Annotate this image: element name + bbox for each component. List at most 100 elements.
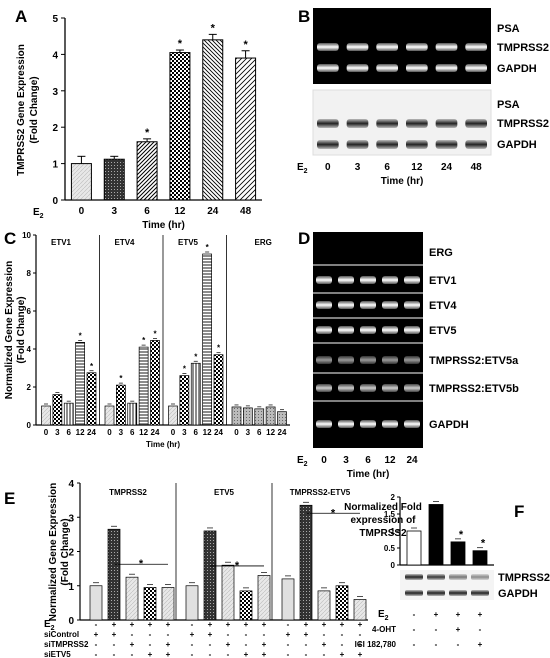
- row-label-e: siControl: [44, 630, 79, 639]
- x-tick-label-c: 0: [234, 428, 239, 437]
- x-tick-label-c: 12: [203, 428, 212, 437]
- lane-label-d: 6: [365, 455, 371, 466]
- treatment-sign-e: +: [130, 640, 135, 649]
- band-d: [382, 384, 398, 392]
- bar-c-ETV4-3: [116, 384, 126, 426]
- treatment-sign-e: -: [95, 620, 98, 629]
- band-d: [404, 420, 420, 428]
- panel-label-f: F: [514, 502, 524, 521]
- bar-a-12: [169, 52, 191, 201]
- treatment-sign-e: -: [323, 630, 326, 639]
- blot-label-b-top: TMPRSS2: [497, 42, 549, 54]
- y-tick-label-f: 1.5: [384, 510, 396, 519]
- treatment-sign-e: -: [209, 650, 212, 658]
- band-b-bottom: [346, 119, 369, 128]
- treatment-sign-e: -: [167, 630, 170, 639]
- bar-e-ETV5: [257, 575, 271, 621]
- treatment-sign-e: +: [304, 620, 309, 629]
- bar-e-ETV5: [185, 585, 199, 621]
- band-b-bottom: [406, 140, 428, 149]
- x-tick-label-a: 3: [111, 206, 117, 217]
- x-tick-label-c: 3: [246, 428, 251, 437]
- significance-star-a: *: [211, 22, 216, 34]
- band-b-top: [346, 64, 369, 72]
- blot-label-d: ETV4: [429, 300, 457, 312]
- band-d: [316, 420, 332, 428]
- treatment-sign-e: +: [358, 650, 363, 658]
- e2-label-a: E2: [33, 207, 44, 220]
- bar-a-6: [136, 141, 158, 201]
- band-d: [316, 384, 332, 392]
- blot-label-b-bottom: GAPDH: [497, 139, 537, 151]
- band-b-top: [376, 64, 398, 72]
- time-label-d: Time (hr): [347, 469, 390, 480]
- band-b-bottom: [376, 140, 398, 149]
- treatment-sign-e: +: [226, 640, 231, 649]
- y-axis-title-f-line2: expression of: [350, 515, 416, 526]
- significance-star-c: *: [142, 336, 146, 345]
- bar-e-TMPRSS2: [161, 587, 175, 621]
- blot-label-b-bottom: PSA: [497, 99, 520, 111]
- group-label-e: TMPRSS2: [109, 488, 147, 497]
- treatment-sign-f: +: [456, 610, 461, 619]
- x-tick-label-c: 3: [182, 428, 187, 437]
- y-tick-label-e: 4: [68, 479, 74, 490]
- bar-c-ETV5-24: [213, 354, 224, 426]
- significance-star-a: *: [145, 127, 150, 139]
- bar-f-2: [428, 504, 444, 566]
- panel-label-a: A: [15, 7, 27, 26]
- bar-c-ERG-0: [231, 406, 242, 426]
- lane-label-b: 3: [355, 162, 361, 173]
- band-d: [382, 276, 398, 284]
- bar-c-ETV5-6: [190, 362, 201, 426]
- y-tick-label-f: 0: [391, 561, 396, 570]
- band-f: [427, 590, 445, 596]
- panel-label-d: D: [298, 229, 310, 248]
- treatment-sign-e: +: [262, 640, 267, 649]
- band-b-bottom: [435, 140, 458, 149]
- band-d: [360, 276, 376, 284]
- treatment-sign-e: +: [304, 630, 309, 639]
- band-b-top: [406, 64, 428, 72]
- band-f: [405, 574, 423, 580]
- band-d: [360, 301, 376, 309]
- band-b-bottom: [376, 119, 398, 128]
- x-tick-label-c: 3: [119, 428, 124, 437]
- y-tick-label-a: 2: [52, 123, 58, 134]
- treatment-sign-e: +: [166, 620, 171, 629]
- band-b-bottom: [465, 140, 487, 149]
- e2-label-b: E2: [297, 162, 308, 175]
- bar-e-TMPRSS2: [107, 528, 121, 621]
- band-b-top: [406, 43, 428, 51]
- y-axis-title-f-line1: Normalized Fold: [344, 502, 422, 513]
- band-d: [338, 301, 354, 309]
- row-label-e: siTMPRSS2: [44, 640, 89, 649]
- treatment-sign-e: +: [340, 620, 345, 629]
- bar-c-ETV1-12: [75, 342, 85, 426]
- band-d: [338, 356, 354, 364]
- band-f: [405, 590, 423, 596]
- band-b-bottom: [317, 140, 339, 149]
- y-tick-label-f: 2: [391, 493, 396, 502]
- lane-label-b: 12: [411, 162, 423, 173]
- treatment-sign-e: +: [112, 630, 117, 639]
- treatment-sign-f: -: [413, 640, 416, 649]
- significance-star-e: *: [235, 560, 240, 572]
- x-tick-label-a: 48: [240, 206, 252, 217]
- bar-e-TMPRSS2-ETV5: [353, 599, 367, 621]
- treatment-sign-e: -: [95, 650, 98, 658]
- y-axis-title-a-line2: (Fold Change): [29, 76, 40, 143]
- bar-c-ETV4-6: [127, 402, 138, 426]
- bar-e-TMPRSS2: [125, 576, 139, 621]
- band-d: [382, 326, 398, 334]
- bar-e-TMPRSS2-ETV5: [299, 504, 313, 621]
- x-tick-label-c: 6: [194, 428, 199, 437]
- bar-e-ETV5: [203, 530, 217, 621]
- treatment-sign-e: -: [245, 630, 248, 639]
- x-tick-label-a: 0: [79, 206, 85, 217]
- y-axis-title-e-line2: (Fold Change): [60, 518, 71, 585]
- treatment-sign-e: -: [113, 640, 116, 649]
- y-axis-title-c-line2: (Fold Change): [16, 296, 27, 363]
- treatment-sign-e: -: [113, 650, 116, 658]
- band-d: [338, 384, 354, 392]
